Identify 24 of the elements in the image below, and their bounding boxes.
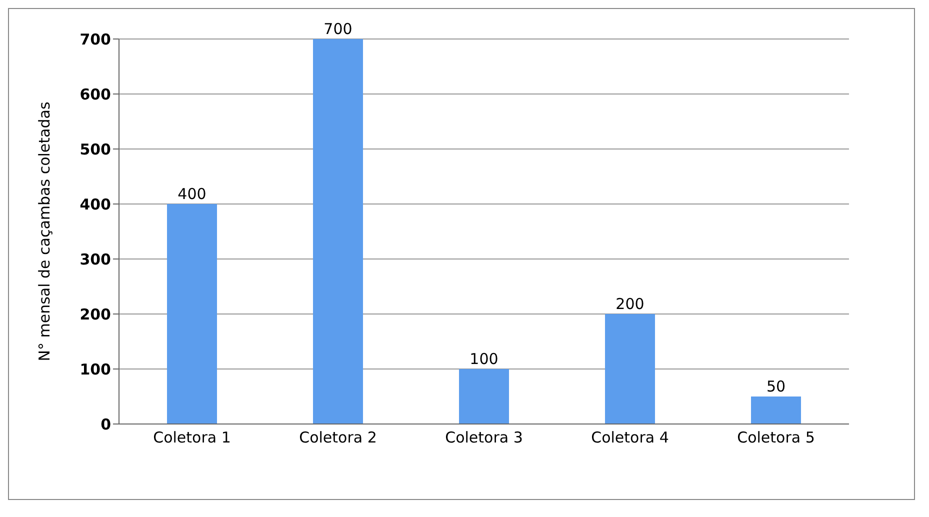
bar	[313, 39, 363, 424]
bar	[459, 369, 509, 424]
y-tick-label: 0	[100, 415, 111, 434]
y-tick-label: 200	[80, 305, 111, 324]
y-tick-label: 700	[80, 30, 111, 48]
bar	[751, 396, 801, 424]
y-tick-label: 600	[80, 85, 111, 104]
x-tick-label: Coletora 5	[737, 428, 815, 447]
y-tick-label: 100	[80, 360, 111, 378]
x-tick-label: Coletora 1	[153, 428, 231, 447]
data-label: 200	[616, 295, 644, 313]
x-tick-label: Coletora 2	[299, 428, 377, 447]
x-tick-label: Coletora 3	[445, 428, 523, 447]
data-label: 400	[178, 185, 206, 203]
y-tick-label: 400	[80, 195, 111, 214]
y-tick-label: 500	[80, 140, 111, 158]
x-tick-label: Coletora 4	[591, 428, 669, 447]
data-label: 100	[470, 350, 498, 368]
data-label: 700	[324, 20, 352, 38]
bar	[605, 314, 655, 424]
y-axis-title: N° mensal de caçambas coletadas	[35, 102, 54, 362]
data-label: 50	[766, 378, 786, 396]
y-tick-label: 300	[80, 250, 111, 268]
bar	[167, 204, 217, 424]
